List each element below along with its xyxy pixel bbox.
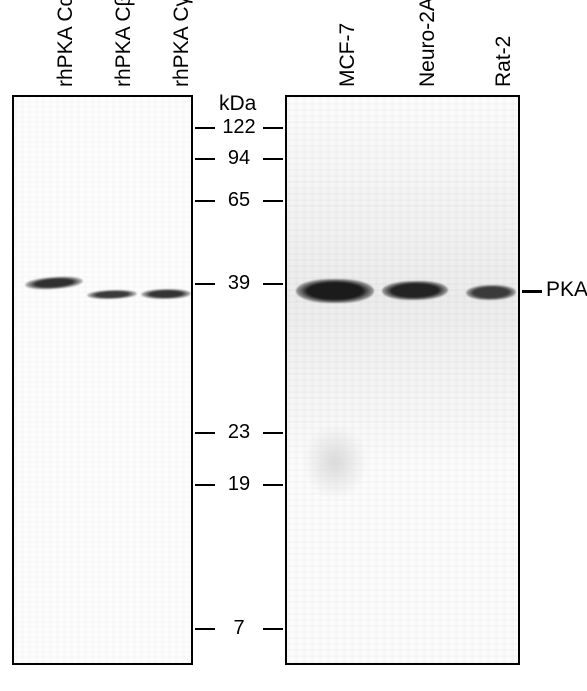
pka-c-label: PKA C <box>546 278 587 302</box>
mw-tick-right-122 <box>263 127 283 129</box>
mw-marker-7: 7 <box>216 617 262 640</box>
mw-tick-left-122 <box>195 127 215 129</box>
lane-label-right-1: Neuro-2A <box>416 0 440 87</box>
mw-tick-right-19 <box>263 484 283 486</box>
blot-left-texture <box>14 97 191 663</box>
mw-marker-65: 65 <box>216 189 262 212</box>
mw-marker-23: 23 <box>216 421 262 444</box>
mw-tick-right-39 <box>263 283 283 285</box>
mw-tick-right-94 <box>263 158 283 160</box>
western-blot-right <box>285 95 520 665</box>
mw-tick-right-7 <box>263 628 283 630</box>
smear-right-0 <box>305 427 365 497</box>
figure-stage: kDa PKA C rhPKA Cα rhPKA Cβ rhPKA Cγ MCF-7 N… <box>0 0 587 691</box>
band-right-2 <box>466 285 516 301</box>
mw-tick-left-19 <box>195 484 215 486</box>
mw-tick-left-23 <box>195 432 215 434</box>
western-blot-left <box>12 95 193 665</box>
blot-right-texture <box>287 97 518 663</box>
lane-label-left-0: rhPKA Cα <box>54 0 78 87</box>
mw-tick-left-65 <box>195 200 215 202</box>
lane-label-left-2: rhPKA Cγ <box>170 0 194 87</box>
mw-tick-left-39 <box>195 283 215 285</box>
pka-c-indicator-tick <box>522 290 542 293</box>
mw-tick-right-65 <box>263 200 283 202</box>
lane-label-right-0: MCF-7 <box>336 23 360 87</box>
band-right-0 <box>296 279 374 303</box>
mw-tick-left-7 <box>195 628 215 630</box>
band-left-2 <box>141 289 191 300</box>
band-left-0 <box>25 275 84 291</box>
lane-label-right-2: Rat-2 <box>492 36 516 87</box>
mw-tick-right-23 <box>263 432 283 434</box>
mw-tick-left-94 <box>195 158 215 160</box>
band-left-1 <box>87 289 137 300</box>
lane-label-left-1: rhPKA Cβ <box>112 0 136 87</box>
mw-marker-39: 39 <box>216 272 262 295</box>
band-right-1 <box>382 280 448 300</box>
mw-marker-19: 19 <box>216 473 262 496</box>
mw-marker-122: 122 <box>216 116 262 139</box>
mw-unit-label: kDa <box>219 92 256 116</box>
mw-marker-94: 94 <box>216 147 262 170</box>
